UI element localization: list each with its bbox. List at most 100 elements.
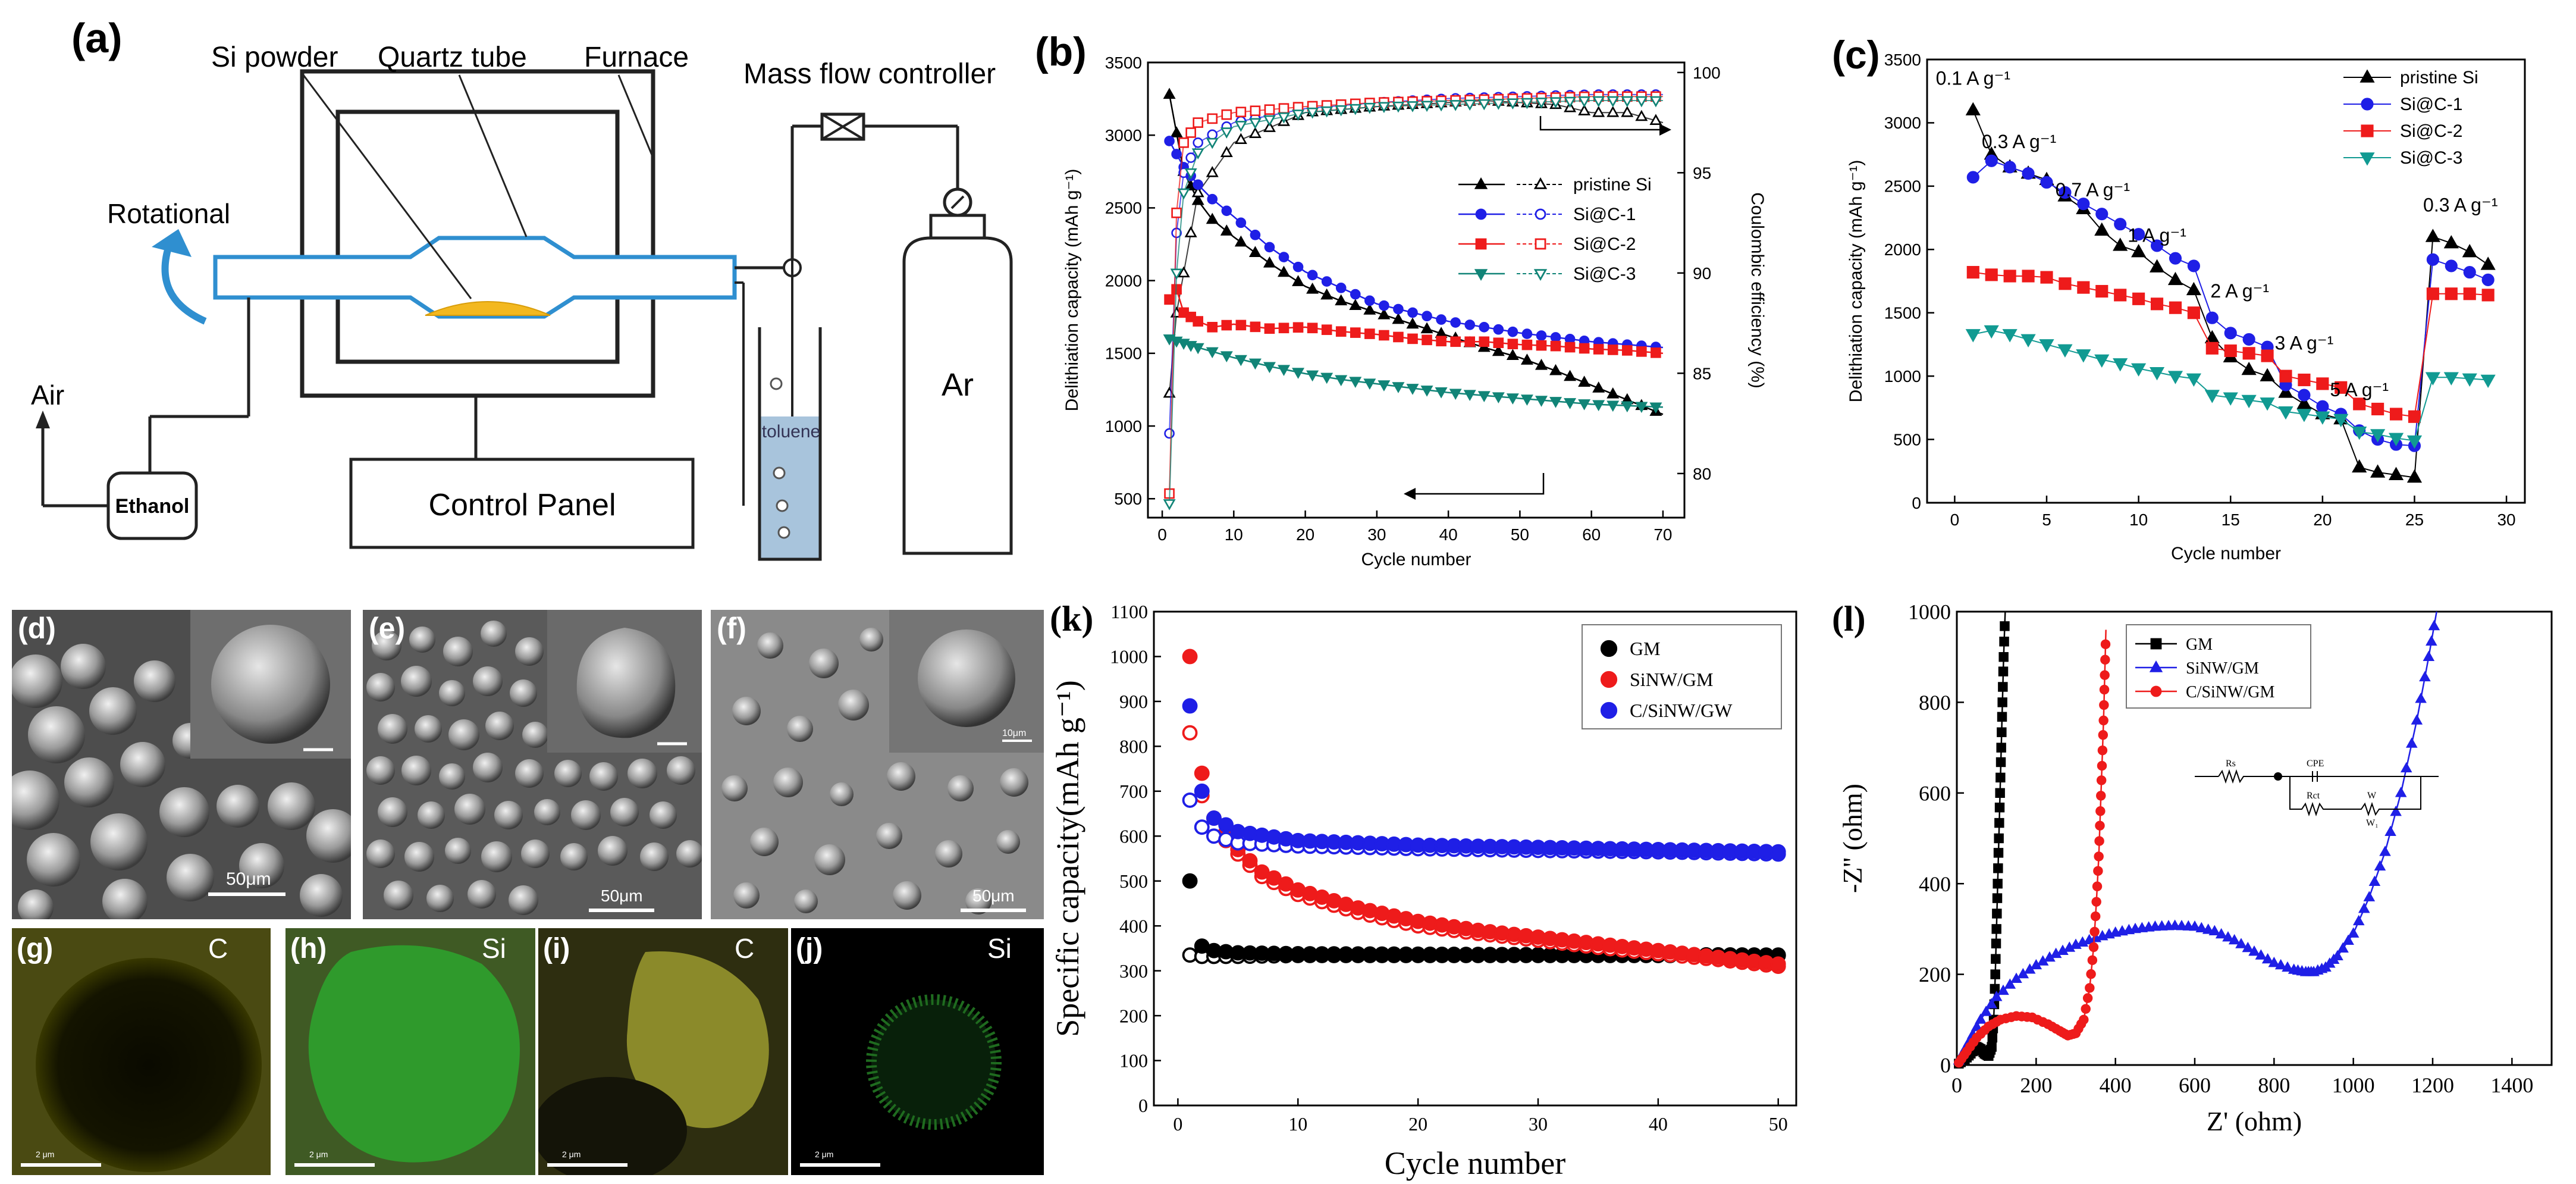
- capacity-point: [1422, 334, 1432, 346]
- data-point: [2169, 919, 2181, 930]
- plot-frame: [1147, 61, 1686, 519]
- efficiency-point: [1193, 137, 1203, 148]
- scale-label-f: 50μm: [972, 887, 1015, 905]
- data-point: [1990, 969, 2000, 979]
- inset-particle: [211, 625, 330, 744]
- panel-label-k: (k): [1050, 599, 1093, 638]
- capacity-point: [1406, 384, 1419, 395]
- rate-label: 0.7 A g⁻¹: [2056, 179, 2130, 201]
- arrowhead-icon: [1404, 488, 1416, 500]
- x-tick-label: 0: [1173, 1113, 1182, 1135]
- data-point: [2222, 931, 2234, 942]
- capacity-point: [1321, 324, 1332, 336]
- data-point: [2113, 237, 2128, 251]
- data-point: [2368, 875, 2381, 886]
- capacity-point: [1436, 336, 1447, 347]
- data-point: [2228, 934, 2241, 945]
- y-tick-label: 800: [1919, 691, 1951, 715]
- scale-label: 2 μm: [562, 1149, 581, 1159]
- capacity-point: [1621, 345, 1633, 356]
- capacity-point: [1350, 289, 1361, 300]
- data-point: [2003, 161, 2016, 174]
- data-point: [2248, 945, 2260, 956]
- data-point: [1991, 924, 2001, 934]
- capacity-point: [1164, 136, 1175, 146]
- efficiency-point: [1263, 121, 1276, 132]
- data-point: [2095, 284, 2109, 298]
- data-point: [1998, 666, 2009, 676]
- legend-label: GM: [2186, 635, 2213, 654]
- data-point: [2202, 923, 2214, 934]
- y-tick-label: 300: [1119, 960, 1148, 982]
- eds-map-j: (j) Si 2 μm: [791, 928, 1044, 1175]
- panel-label-c: (c): [1832, 33, 1880, 77]
- y2-tick-label: 100: [1693, 64, 1721, 82]
- si-signal-ring: [866, 994, 1002, 1130]
- data-point: [1999, 637, 2009, 647]
- x-tick-label: 400: [2100, 1073, 2132, 1097]
- data-point: [2428, 619, 2440, 631]
- data-point: [2096, 791, 2106, 801]
- eds-map-i: (i) C 2 μm: [538, 928, 788, 1175]
- data-point: [2298, 389, 2311, 402]
- capacity-point: [1193, 179, 1203, 190]
- data-point: [2411, 714, 2423, 725]
- mfc-x2: [821, 113, 865, 140]
- data-point: [2187, 259, 2200, 272]
- capacity-point: [1479, 336, 1490, 347]
- rate-label: 0.3 A g⁻¹: [1982, 131, 2056, 152]
- panel-label-i: (i): [543, 933, 570, 964]
- capacity-point: [1564, 342, 1576, 353]
- furnace-outer: [300, 69, 655, 398]
- data-point: [2241, 361, 2257, 375]
- capacity-point: [1493, 337, 1504, 349]
- data-point: [2094, 836, 2104, 846]
- y-tick-label: 1500: [1884, 304, 1921, 322]
- y-tick-label: 0: [1138, 1095, 1148, 1116]
- data-point: [2400, 762, 2412, 773]
- data-point: [2204, 390, 2220, 403]
- panel-label-j: (j): [796, 933, 823, 964]
- legend-label: SiNW/GM: [2186, 659, 2259, 678]
- series-SiNW/GM: [1182, 649, 1786, 975]
- capacity-point: [1492, 344, 1505, 356]
- data-point: [1992, 893, 2003, 903]
- efficiency-line: [1169, 96, 1663, 494]
- chart-l: (l) 0 200 400 600 800 1000 1200 1400 0 200 400 600 8…: [1832, 599, 2553, 1136]
- capacity-point: [1264, 242, 1275, 253]
- data-point: [2059, 186, 2072, 199]
- data-point: [2296, 409, 2312, 422]
- capacity-point: [1278, 265, 1291, 277]
- efficiency-point: [1185, 152, 1196, 163]
- efficiency-point: [1349, 104, 1362, 115]
- data-point: [1994, 802, 2005, 813]
- capacity-point: [1579, 343, 1590, 354]
- y-tick-label: 3000: [1105, 126, 1142, 145]
- capacity-point: [1235, 217, 1247, 228]
- data-point: [2095, 820, 2105, 831]
- plot-frame: [1926, 58, 2526, 504]
- data-point: [1998, 682, 2008, 692]
- capacity-point: [1364, 295, 1375, 306]
- capacity-point: [1320, 288, 1334, 300]
- data-point: [2081, 1004, 2091, 1014]
- data-point: [2057, 344, 2073, 358]
- ar-cylinder: [929, 214, 986, 240]
- control-panel-label: Control Panel: [428, 488, 616, 522]
- y-axis-label: Delithiation capacity (mAh g⁻¹): [1846, 160, 1866, 403]
- data-point: [2149, 259, 2165, 272]
- inset-particle: [918, 629, 1015, 727]
- data-point: [2395, 787, 2407, 797]
- data-point: [2445, 287, 2458, 300]
- legend-marker: [1533, 269, 1548, 281]
- data-point: [2260, 368, 2275, 381]
- efficiency-point: [1207, 113, 1218, 124]
- particles: [12, 644, 351, 919]
- capacity-point: [1506, 393, 1519, 405]
- x-axis-label: Cycle number: [1385, 1145, 1565, 1181]
- data-point: [1980, 1006, 1992, 1016]
- eds-map-h: (h) Si 2 μm: [285, 928, 535, 1175]
- data-point: [1992, 909, 2002, 919]
- rotation-arrow-icon: [161, 243, 207, 325]
- efficiency-point: [1193, 117, 1203, 128]
